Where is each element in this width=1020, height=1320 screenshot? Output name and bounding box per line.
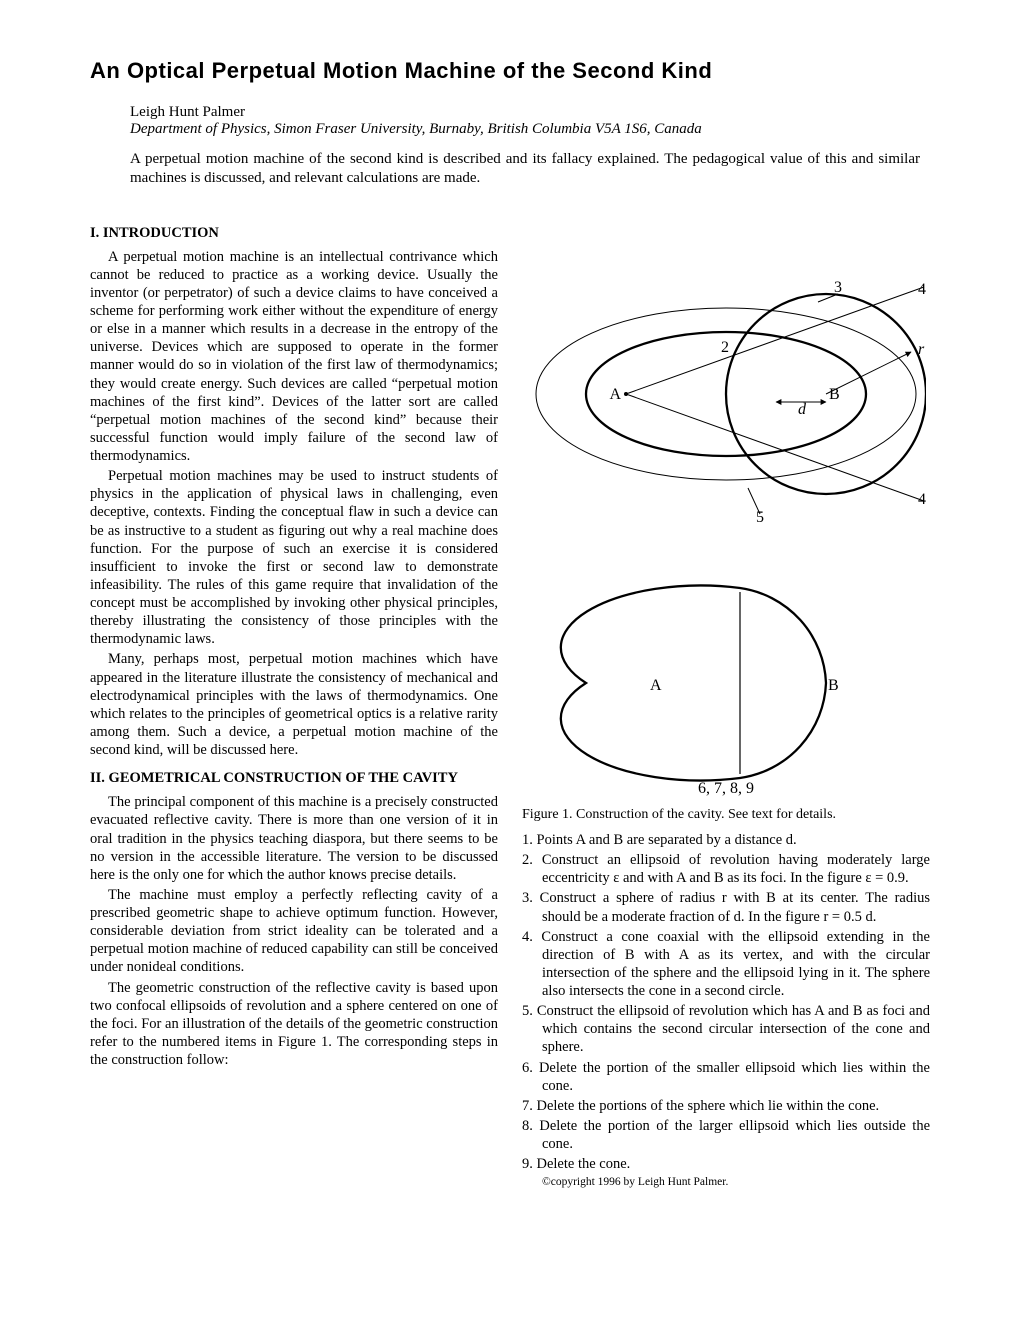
step-6: 6. Delete the portion of the smaller ell… bbox=[522, 1059, 930, 1095]
right-column: A B d r 2 3 4 4 5 A B 6, 7, 8, 9 Figure bbox=[522, 224, 930, 1190]
sec2-para-1: The principal component of this machine … bbox=[90, 793, 498, 884]
label-5: 5 bbox=[756, 509, 764, 526]
sec2-para-3: The geometric construction of the reflec… bbox=[90, 979, 498, 1070]
cone-line-lower bbox=[626, 394, 924, 501]
label-B2: B bbox=[828, 677, 839, 694]
sec2-para-2: The machine must employ a perfectly refl… bbox=[90, 886, 498, 977]
author-name: Leigh Hunt Palmer bbox=[130, 104, 930, 121]
focus-a-dot bbox=[624, 392, 628, 396]
step-1: 1. Points A and B are separated by a dis… bbox=[522, 831, 930, 849]
cone-line-upper bbox=[626, 287, 924, 394]
abstract: A perpetual motion machine of the second… bbox=[130, 150, 920, 188]
author-affiliation: Department of Physics, Simon Fraser Univ… bbox=[130, 121, 930, 138]
label-3: 3 bbox=[834, 279, 842, 296]
step-9: 9. Delete the cone. bbox=[522, 1155, 930, 1173]
label-d: d bbox=[798, 401, 807, 418]
label-2: 2 bbox=[721, 339, 729, 356]
intro-para-1: A perpetual motion machine is an intelle… bbox=[90, 248, 498, 466]
page: An Optical Perpetual Motion Machine of t… bbox=[0, 0, 1020, 1320]
author-block: Leigh Hunt Palmer Department of Physics,… bbox=[130, 104, 930, 138]
two-column-body: I. INTRODUCTION A perpetual motion machi… bbox=[90, 224, 930, 1190]
section-1-heading: I. INTRODUCTION bbox=[90, 224, 498, 242]
label-4b: 4 bbox=[918, 491, 926, 508]
cavity-outline bbox=[561, 585, 826, 780]
figure-1-top: A B d r 2 3 4 4 5 bbox=[526, 224, 926, 564]
figure-1-caption: Figure 1. Construction of the cavity. Se… bbox=[522, 806, 930, 824]
label-B: B bbox=[829, 386, 840, 403]
left-column: I. INTRODUCTION A perpetual motion machi… bbox=[90, 224, 498, 1190]
paper-title: An Optical Perpetual Motion Machine of t… bbox=[90, 58, 930, 84]
step-5: 5. Construct the ellipsoid of revolution… bbox=[522, 1002, 930, 1056]
label-r: r bbox=[918, 341, 925, 358]
label-A2: A bbox=[650, 677, 662, 694]
intro-para-2: Perpetual motion machines may be used to… bbox=[90, 467, 498, 648]
step-8: 8. Delete the portion of the larger elli… bbox=[522, 1117, 930, 1153]
label-4a: 4 bbox=[918, 281, 926, 298]
step-3: 3. Construct a sphere of radius r with B… bbox=[522, 889, 930, 925]
construction-steps: 1. Points A and B are separated by a dis… bbox=[522, 831, 930, 1173]
copyright: ©copyright 1996 by Leigh Hunt Palmer. bbox=[542, 1175, 930, 1189]
step-7: 7. Delete the portions of the sphere whi… bbox=[522, 1097, 930, 1115]
label-6789: 6, 7, 8, 9 bbox=[698, 780, 754, 797]
step-2: 2. Construct an ellipsoid of revolution … bbox=[522, 851, 930, 887]
section-2-heading: II. GEOMETRICAL CONSTRUCTION OF THE CAVI… bbox=[90, 769, 498, 787]
label-A: A bbox=[609, 386, 621, 403]
figure-1-bottom: A B 6, 7, 8, 9 bbox=[526, 568, 926, 798]
intro-para-3: Many, perhaps most, perpetual motion mac… bbox=[90, 650, 498, 759]
step-4: 4. Construct a cone coaxial with the ell… bbox=[522, 928, 930, 1001]
